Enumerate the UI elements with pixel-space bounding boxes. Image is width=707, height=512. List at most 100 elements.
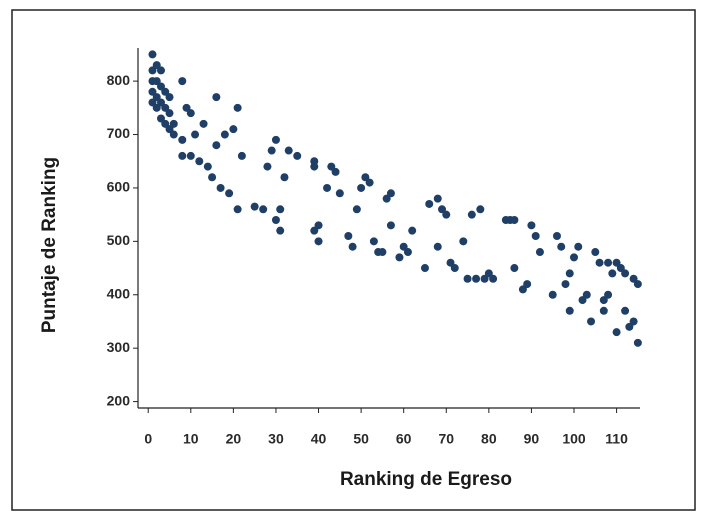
point xyxy=(357,183,366,192)
point xyxy=(459,237,468,246)
point xyxy=(165,109,174,118)
point xyxy=(608,269,617,278)
point xyxy=(352,205,361,214)
point xyxy=(156,98,165,107)
x-tick-label: 110 xyxy=(605,431,628,447)
point xyxy=(633,338,642,347)
point xyxy=(369,237,378,246)
y-tick-label: 400 xyxy=(107,285,131,301)
point xyxy=(280,173,289,182)
point xyxy=(161,119,170,128)
point xyxy=(510,264,519,273)
point xyxy=(271,135,280,144)
x-tick-label: 70 xyxy=(438,431,454,447)
point xyxy=(582,290,591,299)
point xyxy=(395,253,404,262)
point xyxy=(152,61,161,70)
point xyxy=(323,183,332,192)
point xyxy=(178,77,187,86)
point xyxy=(225,189,234,198)
point xyxy=(557,242,566,251)
point xyxy=(178,151,187,160)
point xyxy=(527,221,536,230)
point xyxy=(450,264,459,273)
point xyxy=(156,114,165,123)
point xyxy=(310,162,319,171)
point xyxy=(156,82,165,91)
point xyxy=(335,189,344,198)
point xyxy=(433,242,442,251)
point xyxy=(442,210,451,219)
y-tick-label: 300 xyxy=(107,339,131,355)
point xyxy=(191,130,200,139)
point xyxy=(161,103,170,112)
point xyxy=(561,280,570,289)
point xyxy=(186,151,195,160)
point xyxy=(399,242,408,251)
point xyxy=(182,103,191,112)
point xyxy=(518,285,527,294)
point xyxy=(565,269,574,278)
x-tick-label: 50 xyxy=(353,431,369,447)
point xyxy=(591,248,600,257)
point xyxy=(276,226,285,235)
point xyxy=(250,202,259,211)
point xyxy=(178,135,187,144)
point xyxy=(152,77,161,86)
point xyxy=(612,258,621,267)
point xyxy=(629,274,638,283)
point xyxy=(327,162,336,171)
point xyxy=(476,205,485,214)
point xyxy=(386,189,395,198)
point xyxy=(331,167,340,176)
x-tick-label: 0 xyxy=(144,431,152,447)
x-axis-label: Ranking de Egreso xyxy=(340,469,512,490)
point xyxy=(616,264,625,273)
point xyxy=(472,274,481,283)
point xyxy=(599,306,608,315)
point xyxy=(169,119,178,128)
point xyxy=(433,194,442,203)
point xyxy=(156,66,165,75)
point xyxy=(531,232,540,241)
point xyxy=(378,248,387,257)
point xyxy=(148,87,157,96)
point xyxy=(438,205,447,214)
frame xyxy=(11,9,696,511)
point xyxy=(629,317,638,326)
point xyxy=(220,130,229,139)
point xyxy=(165,93,174,102)
x-tick-label: 90 xyxy=(524,431,540,447)
x-tick-label: 60 xyxy=(396,431,412,447)
point xyxy=(535,248,544,257)
x-tick-label: 40 xyxy=(311,431,327,447)
point xyxy=(152,103,161,112)
point xyxy=(148,66,157,75)
y-axis-label: Puntaje de Ranking xyxy=(39,157,60,333)
point xyxy=(314,221,323,230)
point xyxy=(604,290,613,299)
point xyxy=(293,151,302,160)
point xyxy=(386,221,395,230)
point xyxy=(574,242,583,251)
point xyxy=(612,328,621,337)
point xyxy=(229,125,238,134)
point xyxy=(276,205,285,214)
point xyxy=(314,237,323,246)
point xyxy=(604,258,613,267)
point xyxy=(161,87,170,96)
point xyxy=(233,103,242,112)
point xyxy=(510,215,519,224)
point xyxy=(233,205,242,214)
point xyxy=(169,130,178,139)
point xyxy=(284,146,293,155)
x-tick-label: 100 xyxy=(562,431,586,447)
point xyxy=(152,93,161,102)
point xyxy=(446,258,455,267)
point xyxy=(484,269,493,278)
point xyxy=(467,210,476,219)
point xyxy=(348,242,357,251)
point xyxy=(382,194,391,203)
point xyxy=(420,264,429,273)
point xyxy=(310,226,319,235)
